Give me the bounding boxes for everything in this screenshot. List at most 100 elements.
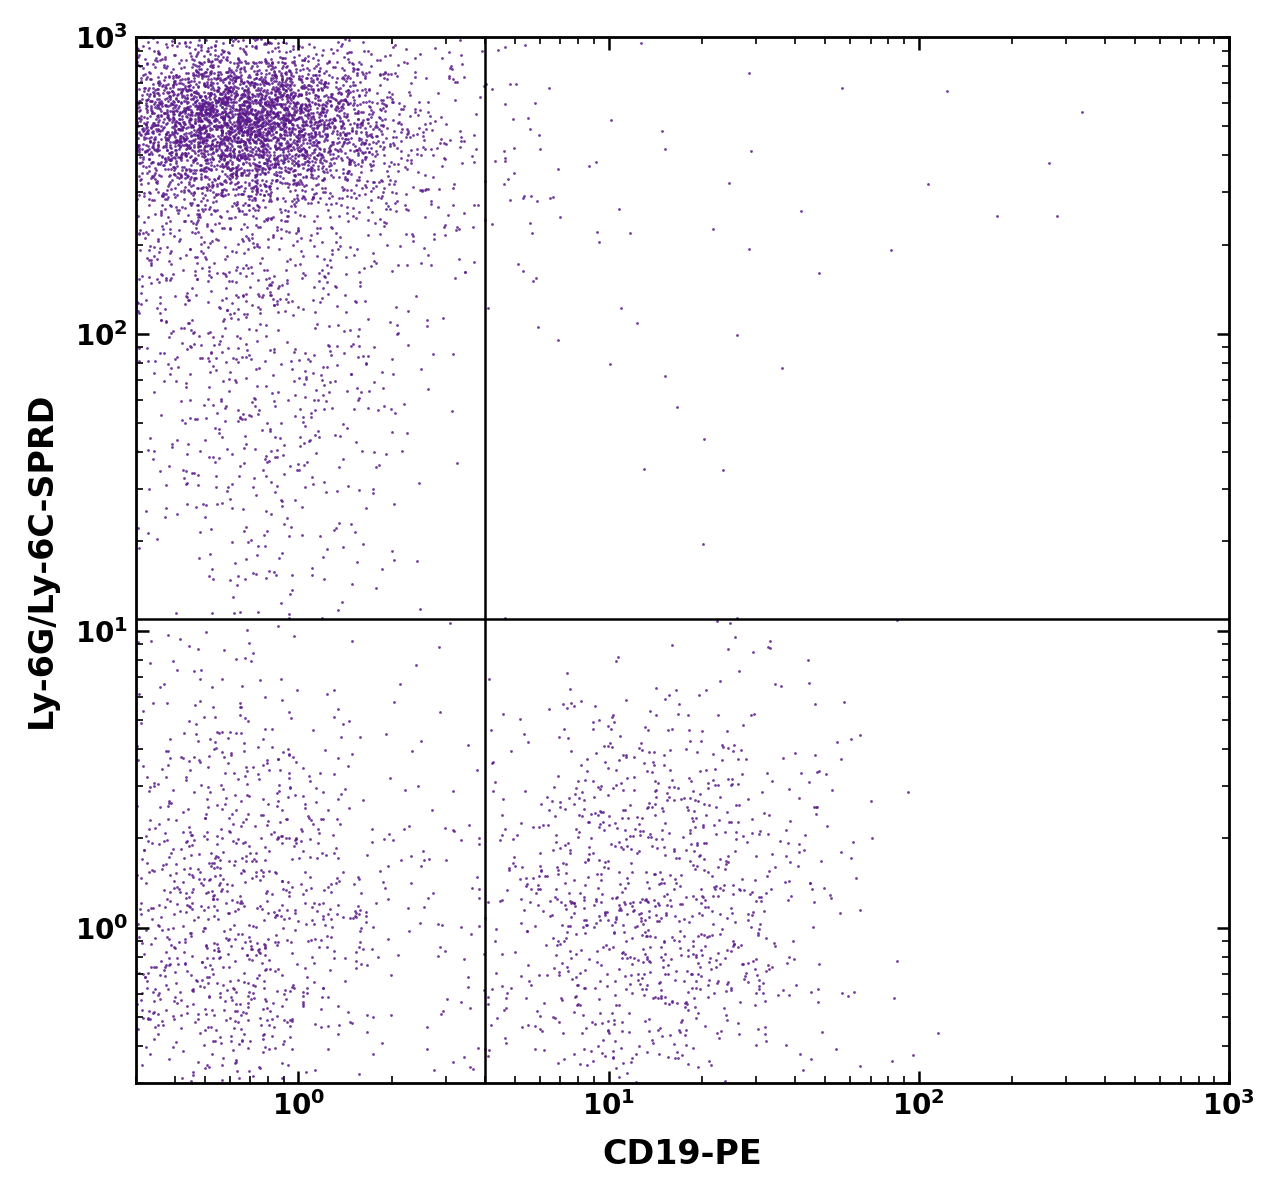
Point: [233, 115, 253, 134]
Point: [197, 948, 218, 968]
Point: [376, 161, 397, 181]
Point: [329, 133, 349, 152]
Point: [250, 120, 270, 139]
Point: [238, 144, 259, 163]
Point: [180, 923, 201, 942]
Point: [279, 122, 300, 141]
Point: [332, 141, 352, 160]
Point: [202, 881, 223, 901]
Point: [708, 886, 728, 905]
Point: [772, 359, 792, 378]
Point: [275, 115, 296, 134]
Point: [191, 775, 211, 794]
Point: [207, 92, 228, 111]
Point: [621, 224, 641, 243]
Point: [195, 808, 215, 828]
Point: [255, 185, 275, 205]
Point: [269, 72, 289, 91]
Point: [204, 886, 224, 905]
Point: [241, 123, 261, 142]
Point: [338, 80, 358, 99]
Point: [344, 136, 365, 155]
Point: [150, 202, 170, 221]
Point: [154, 118, 174, 138]
Point: [206, 360, 227, 379]
Point: [247, 195, 268, 214]
Point: [257, 795, 278, 814]
Point: [603, 1041, 623, 1060]
Point: [550, 207, 571, 226]
Point: [274, 984, 294, 1003]
Point: [301, 104, 321, 123]
Point: [166, 157, 187, 176]
Point: [215, 171, 236, 190]
Point: [160, 793, 180, 812]
Point: [218, 881, 238, 901]
Point: [287, 681, 307, 700]
Point: [236, 91, 256, 110]
Point: [291, 86, 311, 105]
Point: [301, 77, 321, 96]
Point: [233, 110, 253, 129]
Point: [218, 141, 238, 160]
Point: [228, 1013, 248, 1032]
Point: [289, 164, 310, 183]
Point: [163, 92, 183, 111]
Point: [164, 158, 184, 177]
Point: [237, 129, 257, 148]
Point: [225, 100, 246, 120]
Point: [237, 77, 257, 96]
Point: [251, 79, 271, 98]
Point: [161, 242, 182, 261]
Point: [305, 1061, 325, 1080]
Point: [127, 441, 147, 460]
Point: [444, 175, 465, 194]
Point: [138, 150, 159, 169]
Point: [180, 103, 201, 122]
Point: [192, 99, 212, 118]
Point: [723, 932, 744, 951]
Point: [291, 100, 311, 120]
Point: [205, 171, 225, 190]
Point: [178, 799, 198, 818]
Point: [180, 71, 201, 90]
Point: [237, 80, 257, 99]
Point: [659, 761, 680, 780]
Point: [179, 139, 200, 158]
Point: [284, 405, 305, 425]
Point: [236, 767, 256, 786]
Point: [159, 457, 179, 476]
Point: [207, 118, 228, 138]
Point: [269, 792, 289, 811]
Point: [527, 1001, 548, 1020]
Point: [211, 342, 232, 361]
Point: [255, 130, 275, 150]
Point: [239, 187, 260, 206]
Point: [207, 81, 228, 100]
Point: [279, 768, 300, 787]
Point: [172, 160, 192, 179]
Point: [175, 130, 196, 150]
Point: [224, 112, 244, 132]
Point: [220, 208, 241, 227]
Point: [210, 85, 230, 104]
Point: [275, 65, 296, 84]
Point: [198, 910, 219, 929]
Point: [200, 121, 220, 140]
Point: [681, 978, 701, 997]
Point: [232, 120, 252, 139]
Point: [169, 138, 189, 157]
Point: [241, 257, 261, 276]
Point: [136, 129, 156, 148]
Point: [590, 801, 611, 820]
Point: [310, 138, 330, 157]
Point: [147, 43, 168, 62]
Point: [662, 991, 682, 1011]
Point: [160, 166, 180, 185]
Point: [129, 140, 150, 159]
Point: [771, 831, 791, 850]
Point: [333, 450, 353, 469]
Point: [288, 86, 308, 105]
Point: [225, 185, 246, 205]
Point: [189, 109, 210, 128]
